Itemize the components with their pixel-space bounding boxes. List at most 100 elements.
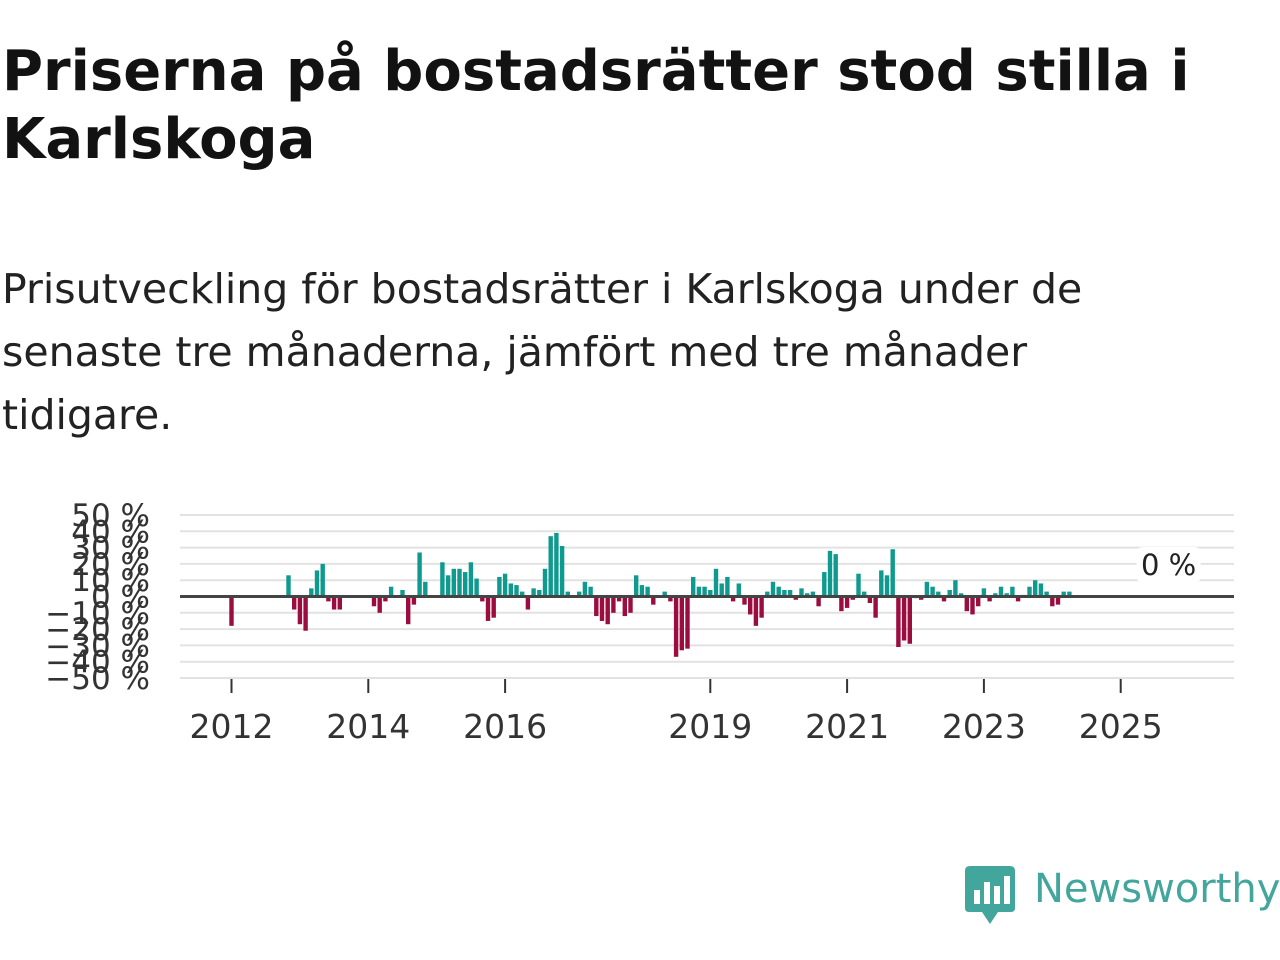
y-tick-label: −30 % (45, 628, 150, 664)
bar (525, 596, 531, 610)
bar (987, 596, 992, 602)
bar (457, 568, 462, 597)
bar (383, 596, 388, 602)
bar (867, 596, 873, 604)
y-tick-label: 50 % (71, 498, 150, 534)
bar (320, 563, 325, 597)
bar (314, 570, 320, 597)
y-tick-label: 30 % (71, 531, 150, 567)
y-tick-label: 10 % (71, 563, 150, 599)
chart-subtitle: Prisutveckling för bostadsrätter i Karls… (2, 265, 1083, 439)
bar (463, 572, 468, 597)
y-tick-label: 20 % (71, 547, 150, 583)
newsworthy-logo-text: Newsworthy (1034, 866, 1280, 912)
bar (502, 573, 508, 597)
bar (981, 588, 987, 597)
bar (417, 552, 422, 597)
bar (423, 581, 428, 597)
bar (799, 588, 804, 597)
bar (776, 586, 781, 597)
bar (337, 596, 342, 610)
bar (559, 545, 565, 597)
bar (742, 596, 747, 605)
bar (1061, 591, 1066, 597)
bar (713, 568, 719, 597)
bar (696, 586, 702, 597)
bar (770, 581, 776, 597)
bar (673, 596, 679, 657)
bar (634, 575, 639, 597)
y-tick-label: −10 % (45, 596, 150, 632)
bar (497, 576, 502, 597)
chart-title: Priserna på bostadsrätter stod stilla i … (2, 39, 1190, 172)
bar (594, 596, 599, 617)
bar (531, 588, 536, 597)
bar (229, 596, 234, 626)
bar (542, 568, 548, 597)
bar (662, 591, 667, 597)
bar (953, 580, 958, 597)
x-tick-label: 2012 (190, 707, 274, 746)
bar (976, 596, 981, 607)
bar (1044, 591, 1049, 597)
bar (377, 596, 382, 613)
bar (787, 589, 793, 597)
y-tick-label: −20 % (45, 612, 150, 648)
bar (753, 596, 759, 626)
bar (1033, 580, 1038, 597)
bar (998, 586, 1004, 597)
bar (565, 591, 570, 597)
bar-chart: 50 %40 %30 %20 %10 %0 %−10 %−20 %−30 %−4… (45, 498, 1234, 746)
bar (719, 583, 724, 597)
bar (879, 570, 884, 597)
bar (451, 568, 456, 597)
bar (468, 562, 474, 597)
bar (440, 562, 445, 597)
bar (941, 596, 947, 602)
newsworthy-logo: Newsworthy (962, 864, 1280, 928)
bar (947, 589, 952, 597)
bar (474, 578, 479, 597)
bar (816, 596, 821, 607)
bar (331, 596, 337, 610)
bar (1010, 586, 1015, 597)
y-tick-label: 40 % (71, 514, 150, 550)
bar (822, 572, 827, 597)
bar (856, 573, 861, 597)
last-value-label: 0 % (1141, 548, 1196, 582)
bar (748, 596, 753, 615)
bar (537, 589, 542, 597)
x-tick-label: 2025 (1079, 707, 1163, 746)
bar (862, 591, 867, 597)
bar (548, 536, 553, 597)
bar (793, 596, 798, 600)
bar (1050, 596, 1055, 607)
x-tick-label: 2014 (326, 707, 410, 746)
bar (309, 588, 314, 597)
bar (924, 581, 930, 597)
bar (679, 596, 684, 651)
bar (884, 575, 890, 597)
bar (1055, 596, 1061, 605)
bar (371, 596, 377, 607)
bar (1015, 596, 1021, 602)
last-value-background (1136, 547, 1201, 583)
x-tick-label: 2016 (463, 707, 547, 746)
bar (645, 586, 650, 597)
bar (445, 575, 451, 597)
bar (286, 575, 291, 597)
bar (326, 596, 331, 602)
bar (936, 591, 941, 597)
bar (554, 532, 559, 597)
bar (1067, 591, 1072, 597)
bar (907, 596, 912, 644)
bar (890, 549, 895, 597)
bar (759, 596, 764, 618)
bar (303, 596, 308, 631)
bar (292, 596, 297, 610)
bar (844, 596, 850, 608)
bar (605, 596, 610, 625)
bar (577, 591, 582, 597)
y-axis-tick-labels: 50 %40 %30 %20 %10 %0 %−10 %−20 %−30 %−4… (45, 498, 150, 697)
y-tick-label: 0 % (91, 580, 150, 616)
